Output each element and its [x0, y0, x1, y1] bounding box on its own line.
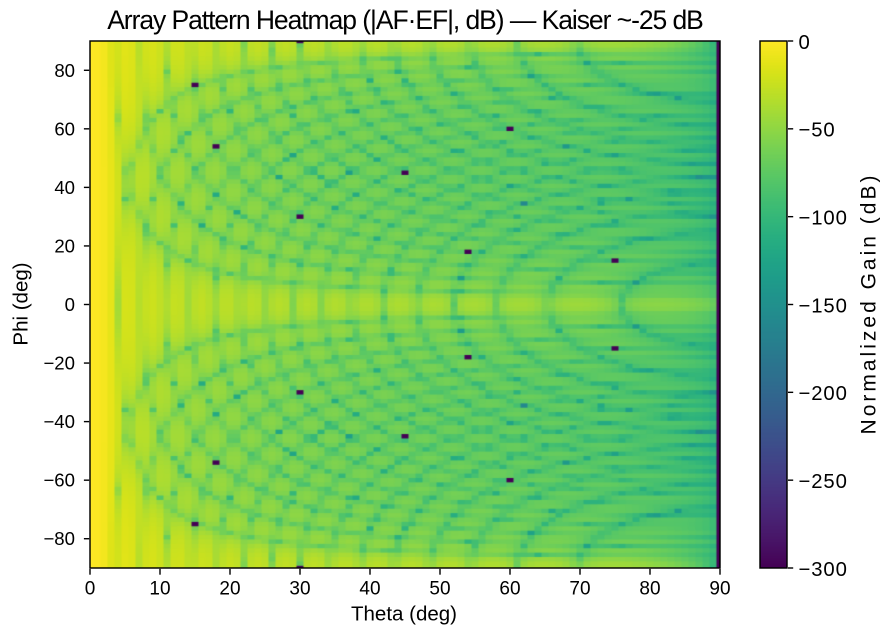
svg-text:Normalized Gain (dB): Normalized Gain (dB): [858, 173, 881, 435]
svg-text:−60: −60: [43, 470, 75, 491]
svg-text:20: 20: [54, 235, 75, 256]
svg-text:−300: −300: [799, 559, 848, 581]
svg-text:10: 10: [149, 579, 170, 600]
svg-text:−100: −100: [799, 207, 848, 229]
svg-text:90: 90: [709, 579, 730, 600]
svg-text:50: 50: [429, 579, 450, 600]
svg-text:20: 20: [219, 579, 240, 600]
svg-text:−50: −50: [799, 120, 836, 142]
svg-text:40: 40: [54, 177, 75, 198]
svg-text:0: 0: [799, 32, 811, 54]
svg-text:30: 30: [289, 579, 310, 600]
svg-text:80: 80: [639, 579, 660, 600]
svg-text:Theta (deg): Theta (deg): [351, 603, 457, 626]
svg-text:70: 70: [569, 579, 590, 600]
svg-text:−20: −20: [43, 353, 75, 374]
svg-text:Array Pattern Heatmap (|AF·EF|: Array Pattern Heatmap (|AF·EF|, dB) — Ka…: [107, 5, 703, 35]
svg-text:−40: −40: [43, 411, 75, 432]
svg-text:−200: −200: [799, 383, 848, 405]
svg-text:−80: −80: [43, 528, 75, 549]
svg-text:Phi (deg): Phi (deg): [10, 262, 33, 345]
svg-text:0: 0: [65, 294, 75, 315]
svg-text:60: 60: [54, 118, 75, 139]
svg-text:−150: −150: [799, 295, 848, 317]
svg-text:0: 0: [85, 579, 96, 600]
svg-text:80: 80: [54, 60, 75, 81]
svg-text:60: 60: [499, 579, 520, 600]
svg-text:−250: −250: [799, 471, 848, 493]
svg-text:40: 40: [359, 579, 380, 600]
